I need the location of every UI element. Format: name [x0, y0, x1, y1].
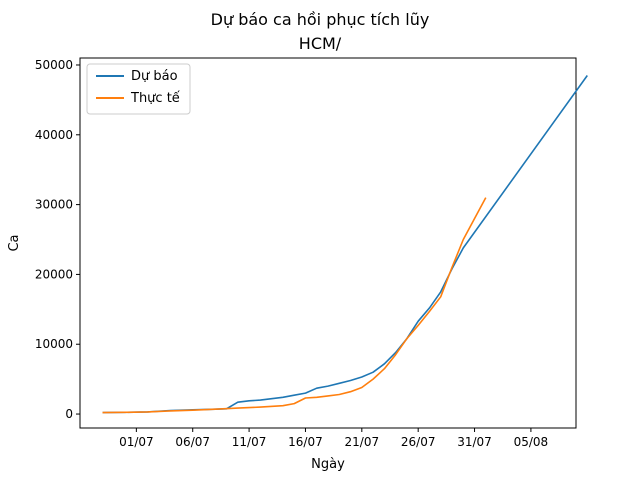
y-tick-label: 0	[65, 407, 73, 421]
legend-label-forecast: Dự báo	[131, 69, 178, 84]
y-axis: 0 10000 20000 30000 40000 50000	[35, 58, 80, 421]
y-tick-label: 20000	[35, 267, 73, 281]
y-tick-label: 10000	[35, 337, 73, 351]
series-line-forecast	[102, 75, 588, 414]
x-tick-label: 05/08	[514, 435, 549, 449]
series-group	[102, 75, 588, 414]
x-tick-label: 26/07	[401, 435, 436, 449]
x-tick-label: 16/07	[288, 435, 323, 449]
x-tick-label: 31/07	[457, 435, 492, 449]
x-tick-label: 21/07	[345, 435, 380, 449]
chart-subtitle: HCM/	[299, 34, 342, 53]
legend: Dự báo Thực tế	[86, 63, 191, 115]
y-tick-label: 40000	[35, 128, 73, 142]
x-tick-label: 06/07	[175, 435, 210, 449]
chart-title: Dự báo ca hồi phục tích lũy	[211, 10, 430, 29]
series-line-actual	[102, 197, 487, 414]
y-axis-label: Ca	[7, 234, 22, 251]
x-axis: 01/07 06/07 11/07 16/07 21/07 26/07 31/07 05/08	[119, 428, 548, 449]
y-tick-label: 50000	[35, 58, 73, 72]
x-tick-label: 01/07	[119, 435, 154, 449]
x-tick-label: 11/07	[232, 435, 267, 449]
y-tick-label: 30000	[35, 198, 73, 212]
legend-label-actual: Thực tế	[130, 91, 180, 106]
plot-area	[79, 57, 577, 429]
x-axis-label: Ngày	[311, 457, 345, 472]
